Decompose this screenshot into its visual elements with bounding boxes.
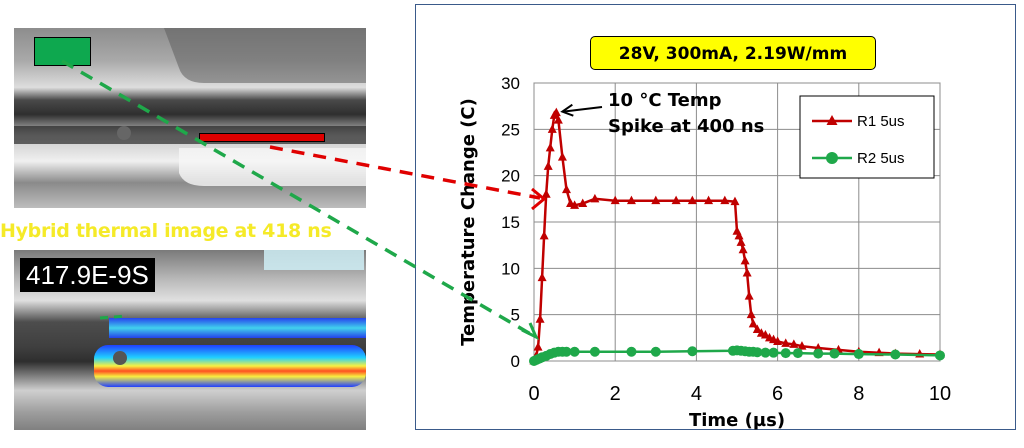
- thermal-overlay: [94, 250, 366, 387]
- data-point-r1: [545, 142, 555, 152]
- data-point-r1: [781, 338, 791, 347]
- data-point-r1: [533, 342, 543, 351]
- r1-connector-arrowhead: [531, 187, 547, 211]
- data-point-r2: [935, 350, 945, 361]
- data-point-r1: [541, 189, 551, 198]
- data-point-r1: [543, 161, 553, 170]
- data-point-r1: [671, 195, 681, 205]
- data-point-r2: [890, 349, 901, 360]
- r2-region-marker: [34, 37, 91, 66]
- data-point-r1: [687, 195, 697, 205]
- legend-marker: [826, 152, 838, 164]
- x-tick-label: 4: [691, 383, 702, 405]
- data-point-r1: [537, 272, 547, 282]
- spike-annotation-arrowhead: [560, 103, 574, 117]
- y-tick-label: 5: [511, 306, 520, 325]
- x-tick-label: 10: [929, 383, 951, 405]
- data-point-r2: [792, 348, 803, 359]
- data-point-r2: [813, 348, 824, 359]
- data-point-r1: [590, 193, 600, 203]
- y-tick-label: 20: [501, 167, 520, 186]
- hybrid-image-caption: Hybrid thermal image at 418 ns: [0, 220, 332, 242]
- data-point-r1: [734, 230, 744, 240]
- data-point-r1: [651, 195, 661, 205]
- data-point-r1: [738, 244, 748, 254]
- data-point-r2: [589, 346, 600, 357]
- data-point-r1: [740, 255, 750, 265]
- r2-connector-arrow: [61, 59, 535, 338]
- x-axis-title: Time (µs): [689, 410, 785, 431]
- legend-label: R2 5us: [857, 150, 905, 167]
- data-point-r1: [746, 309, 756, 319]
- data-point-r1: [551, 107, 561, 117]
- spike-annotation-arrow: [563, 106, 603, 113]
- r2-connector-arrowhead: [521, 322, 539, 341]
- data-point-r2: [780, 348, 791, 359]
- x-tick-label: 6: [772, 383, 783, 405]
- legend-box: [799, 95, 935, 179]
- thermal-images-panel: Hybrid thermal image at 418 ns 417.9E-9S: [0, 0, 420, 448]
- data-point-r1: [742, 267, 752, 277]
- data-point-r1: [730, 196, 740, 206]
- r1-connector-arrow: [269, 145, 541, 200]
- data-point-r1: [553, 115, 563, 124]
- data-point-r2: [760, 347, 771, 358]
- x-tick-label: 2: [610, 383, 621, 405]
- y-tick-label: 30: [501, 74, 520, 93]
- data-point-r1: [610, 195, 620, 205]
- legend-label: R1 5us: [857, 113, 905, 130]
- data-point-r1: [720, 195, 730, 205]
- x-tick-label: 8: [853, 383, 864, 405]
- data-point-r2: [561, 346, 572, 357]
- data-point-r1: [736, 237, 746, 246]
- data-point-r1: [744, 291, 754, 300]
- data-point-r2: [687, 346, 698, 357]
- data-point-r2: [752, 347, 763, 358]
- data-point-r1: [773, 336, 783, 346]
- y-tick-label: 10: [501, 259, 520, 278]
- data-point-r2: [569, 346, 580, 357]
- x-tick-label: 0: [528, 383, 539, 405]
- data-point-r1: [578, 198, 588, 207]
- data-point-r1: [557, 152, 567, 161]
- spike-annotation-text: Spike at 400 ns: [608, 116, 764, 137]
- data-point-r1: [789, 339, 799, 348]
- y-tick-label: 15: [501, 213, 520, 232]
- data-point-r2: [768, 347, 779, 358]
- image-timestamp: 417.9E-9S: [20, 258, 155, 292]
- data-point-r2: [626, 346, 637, 357]
- data-point-r1: [539, 230, 549, 240]
- data-point-r1: [570, 200, 580, 209]
- data-point-r1: [797, 341, 807, 350]
- y-axis-title: Temperature Change (C): [458, 98, 479, 346]
- chart-title-banner: 28V, 300mA, 2.19W/mm: [590, 36, 876, 70]
- data-point-r2: [853, 349, 864, 360]
- r1-region-marker: [199, 133, 325, 142]
- y-tick-label: 0: [511, 352, 520, 371]
- data-point-r1: [752, 324, 762, 333]
- thermal-image-bottom: [14, 250, 366, 430]
- data-point-r1: [547, 124, 557, 133]
- r2-local-dash: [99, 314, 129, 320]
- data-point-r1: [561, 184, 571, 194]
- spike-annotation-text: 10 °C Temp: [608, 90, 722, 111]
- data-point-r1: [748, 318, 758, 328]
- legend-marker: [826, 115, 838, 125]
- data-point-r1: [704, 195, 714, 205]
- series-line-r1-5us: [532, 109, 941, 362]
- data-point-r2: [650, 346, 661, 357]
- y-tick-label: 25: [501, 120, 520, 139]
- data-point-r2: [829, 348, 840, 359]
- data-point-r1: [535, 314, 545, 323]
- data-point-r1: [626, 195, 636, 205]
